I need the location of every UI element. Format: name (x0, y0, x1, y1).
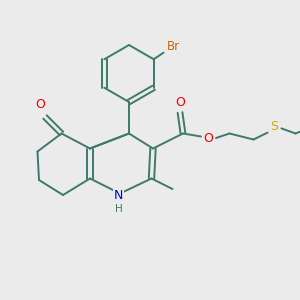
Text: N: N (114, 189, 123, 203)
Text: O: O (35, 98, 45, 111)
Text: O: O (175, 96, 185, 109)
Text: H: H (115, 204, 122, 214)
Text: Br: Br (167, 40, 180, 53)
Text: O: O (203, 131, 213, 145)
Text: S: S (271, 120, 278, 133)
